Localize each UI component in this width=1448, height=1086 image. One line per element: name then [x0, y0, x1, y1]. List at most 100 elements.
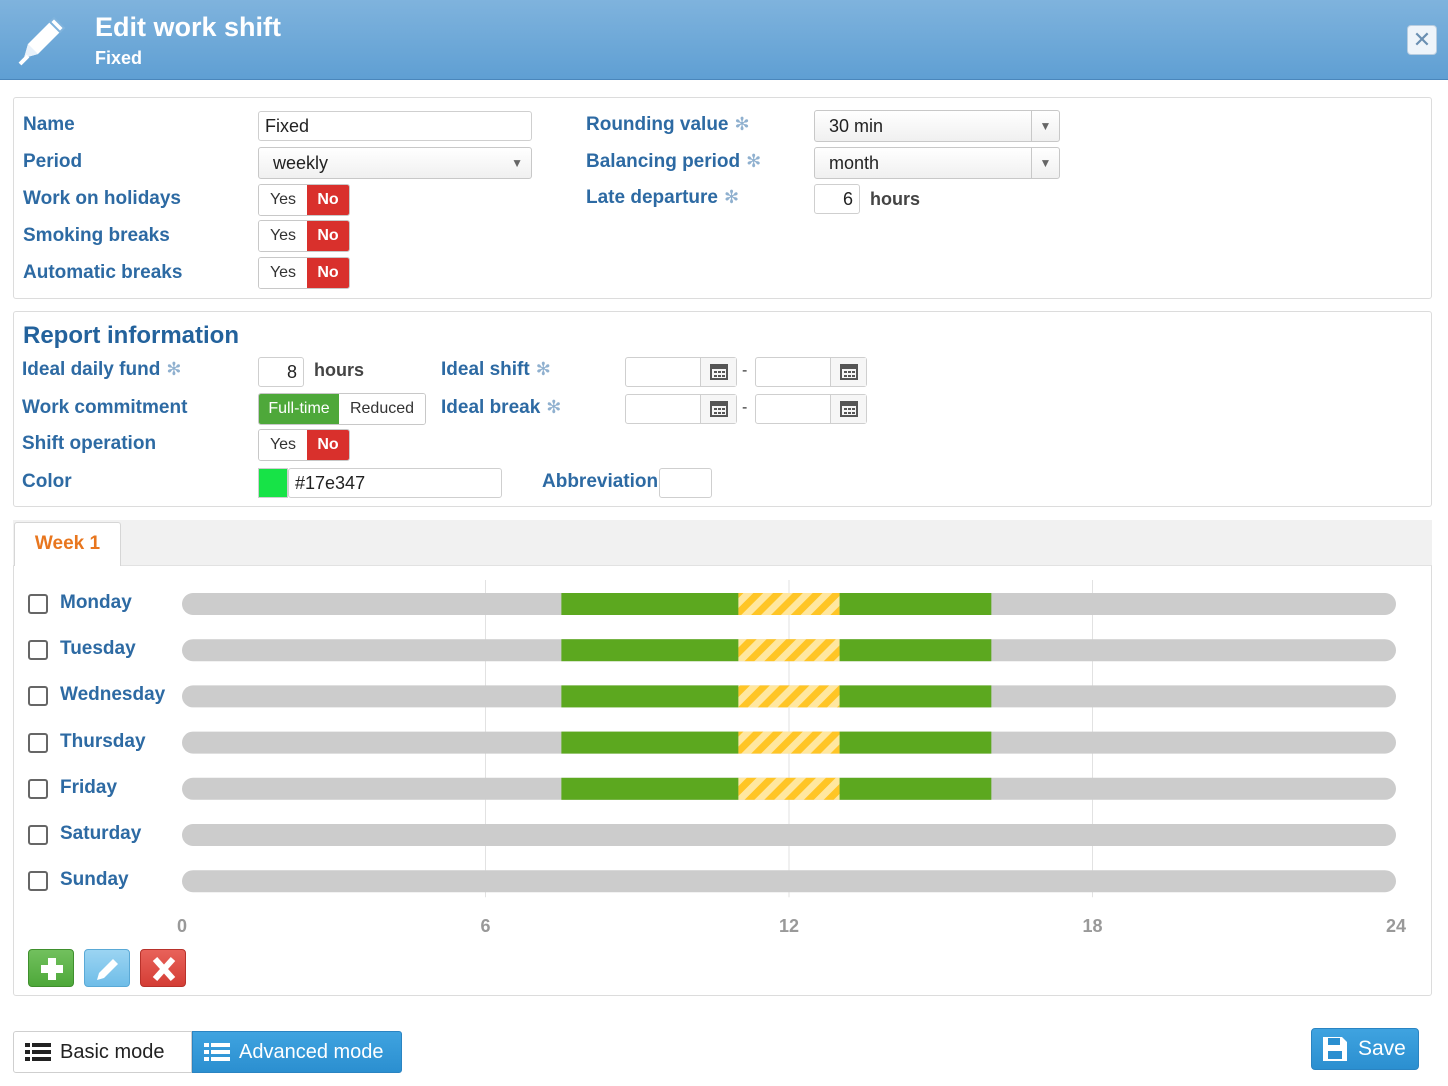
dialog-header: Edit work shift Fixed ✕ [0, 0, 1448, 80]
color-input[interactable]: #17e347 [288, 468, 502, 498]
ideal-shift-to[interactable] [755, 357, 867, 387]
break-segment[interactable] [738, 685, 840, 708]
late-departure-input[interactable]: 6 [814, 184, 860, 214]
day-track[interactable] [182, 824, 1396, 846]
day-name: Tuesday [60, 638, 136, 660]
ideal-break-from[interactable] [625, 394, 737, 424]
work-segment[interactable] [839, 593, 992, 615]
fulltime-option[interactable]: Full-time [259, 394, 339, 424]
shift-operation-yes[interactable]: Yes [259, 430, 307, 460]
settings-panel [13, 97, 1432, 299]
abbreviation-input[interactable] [659, 468, 712, 498]
save-button[interactable]: Save [1311, 1028, 1419, 1070]
shift-operation-no[interactable]: No [307, 430, 349, 460]
required-icon: ✻ [546, 397, 562, 417]
break-segment[interactable] [738, 731, 840, 754]
edit-button[interactable] [84, 949, 130, 987]
auto-breaks-yes[interactable]: Yes [259, 258, 307, 288]
pencil-icon [97, 959, 118, 980]
fund-label-text: Ideal daily fund [22, 359, 161, 380]
calendar-icon[interactable] [830, 358, 866, 386]
color-label: Color [22, 471, 72, 492]
work-segment[interactable] [839, 639, 992, 662]
smoking-yes[interactable]: Yes [259, 221, 307, 251]
work-segment[interactable] [561, 685, 739, 708]
basic-mode-button[interactable]: Basic mode [13, 1031, 192, 1073]
fund-input[interactable]: 8 [258, 357, 304, 387]
reduced-option[interactable]: Reduced [339, 394, 425, 424]
axis-tick-label: 12 [779, 916, 800, 936]
close-icon[interactable]: ✕ [1407, 25, 1437, 55]
range-dash: - [742, 399, 748, 416]
axis-tick-label: 24 [1386, 916, 1407, 936]
tab-week-1[interactable]: Week 1 [14, 522, 121, 566]
auto-breaks-label: Automatic breaks [23, 262, 183, 283]
dialog-title: Edit work shift [95, 12, 282, 42]
required-icon: ✻ [723, 187, 740, 207]
period-select[interactable]: weekly ▼ [258, 147, 532, 179]
day-checkbox[interactable] [28, 825, 48, 845]
calendar-icon[interactable] [830, 395, 866, 423]
name-input[interactable]: Fixed [258, 111, 532, 141]
advanced-mode-button[interactable]: Advanced mode [192, 1031, 402, 1073]
day-name: Monday [60, 592, 132, 613]
save-label: Save [1358, 1037, 1406, 1060]
day-name: Wednesday [60, 684, 166, 706]
balancing-select[interactable]: month ▼ [814, 147, 1060, 179]
auto-breaks-no[interactable]: No [307, 258, 349, 288]
smoking-no[interactable]: No [307, 221, 349, 251]
day-checkbox[interactable] [28, 778, 48, 799]
late-departure-unit: hours [870, 189, 921, 209]
calendar-icon[interactable] [700, 395, 736, 423]
basic-mode-label: Basic mode [60, 1041, 165, 1063]
day-checkbox[interactable] [28, 871, 48, 892]
day-checkbox[interactable] [28, 640, 48, 661]
delete-button[interactable] [140, 949, 186, 987]
ideal-shift-label-text: Ideal shift [441, 359, 530, 380]
calendar-glyph [710, 364, 728, 380]
report-title: Report information [23, 322, 239, 349]
auto-breaks-toggle[interactable]: Yes No [258, 257, 350, 289]
ideal-shift-from[interactable] [625, 357, 737, 387]
break-segment[interactable] [738, 639, 840, 662]
shift-operation-toggle[interactable]: Yes No [258, 429, 350, 461]
fund-label: Ideal daily fund ✻ [22, 359, 181, 381]
commitment-toggle[interactable]: Full-time Reduced [258, 393, 426, 425]
holidays-no[interactable]: No [307, 185, 349, 215]
day-checkbox[interactable] [28, 686, 48, 707]
work-segment[interactable] [839, 685, 992, 708]
holidays-toggle[interactable]: Yes No [258, 184, 350, 216]
holidays-yes[interactable]: Yes [259, 185, 307, 215]
work-segment[interactable] [839, 777, 992, 800]
day-checkbox[interactable] [28, 594, 48, 614]
calendar-glyph [840, 401, 858, 417]
rounding-value: 30 min [829, 116, 884, 136]
color-swatch[interactable] [258, 468, 288, 498]
abbreviation-label: Abbreviation [542, 471, 659, 492]
period-label: Period [23, 151, 83, 172]
smoking-toggle[interactable]: Yes No [258, 220, 350, 252]
list-icon [204, 1043, 230, 1061]
chevron-down-icon: ▼ [1031, 111, 1059, 141]
break-segment[interactable] [738, 777, 840, 800]
work-segment[interactable] [561, 593, 739, 615]
day-checkbox[interactable] [28, 732, 48, 753]
balancing-label-text: Balancing period [586, 151, 741, 172]
work-segment[interactable] [561, 639, 739, 662]
rounding-select[interactable]: 30 min ▼ [814, 110, 1060, 142]
shift-operation-label: Shift operation [22, 433, 157, 454]
ideal-break-to[interactable] [755, 394, 867, 424]
name-label: Name [23, 114, 75, 135]
add-button[interactable] [28, 949, 74, 987]
calendar-icon[interactable] [700, 358, 736, 386]
break-segment[interactable] [738, 593, 840, 615]
ideal-break-label-text: Ideal break [441, 397, 541, 418]
fund-unit: hours [314, 360, 365, 380]
work-segment[interactable] [839, 731, 992, 754]
required-icon: ✻ [746, 151, 762, 171]
work-segment[interactable] [561, 777, 739, 800]
calendar-glyph [840, 364, 858, 380]
work-segment[interactable] [561, 731, 739, 754]
day-track[interactable] [182, 870, 1396, 893]
